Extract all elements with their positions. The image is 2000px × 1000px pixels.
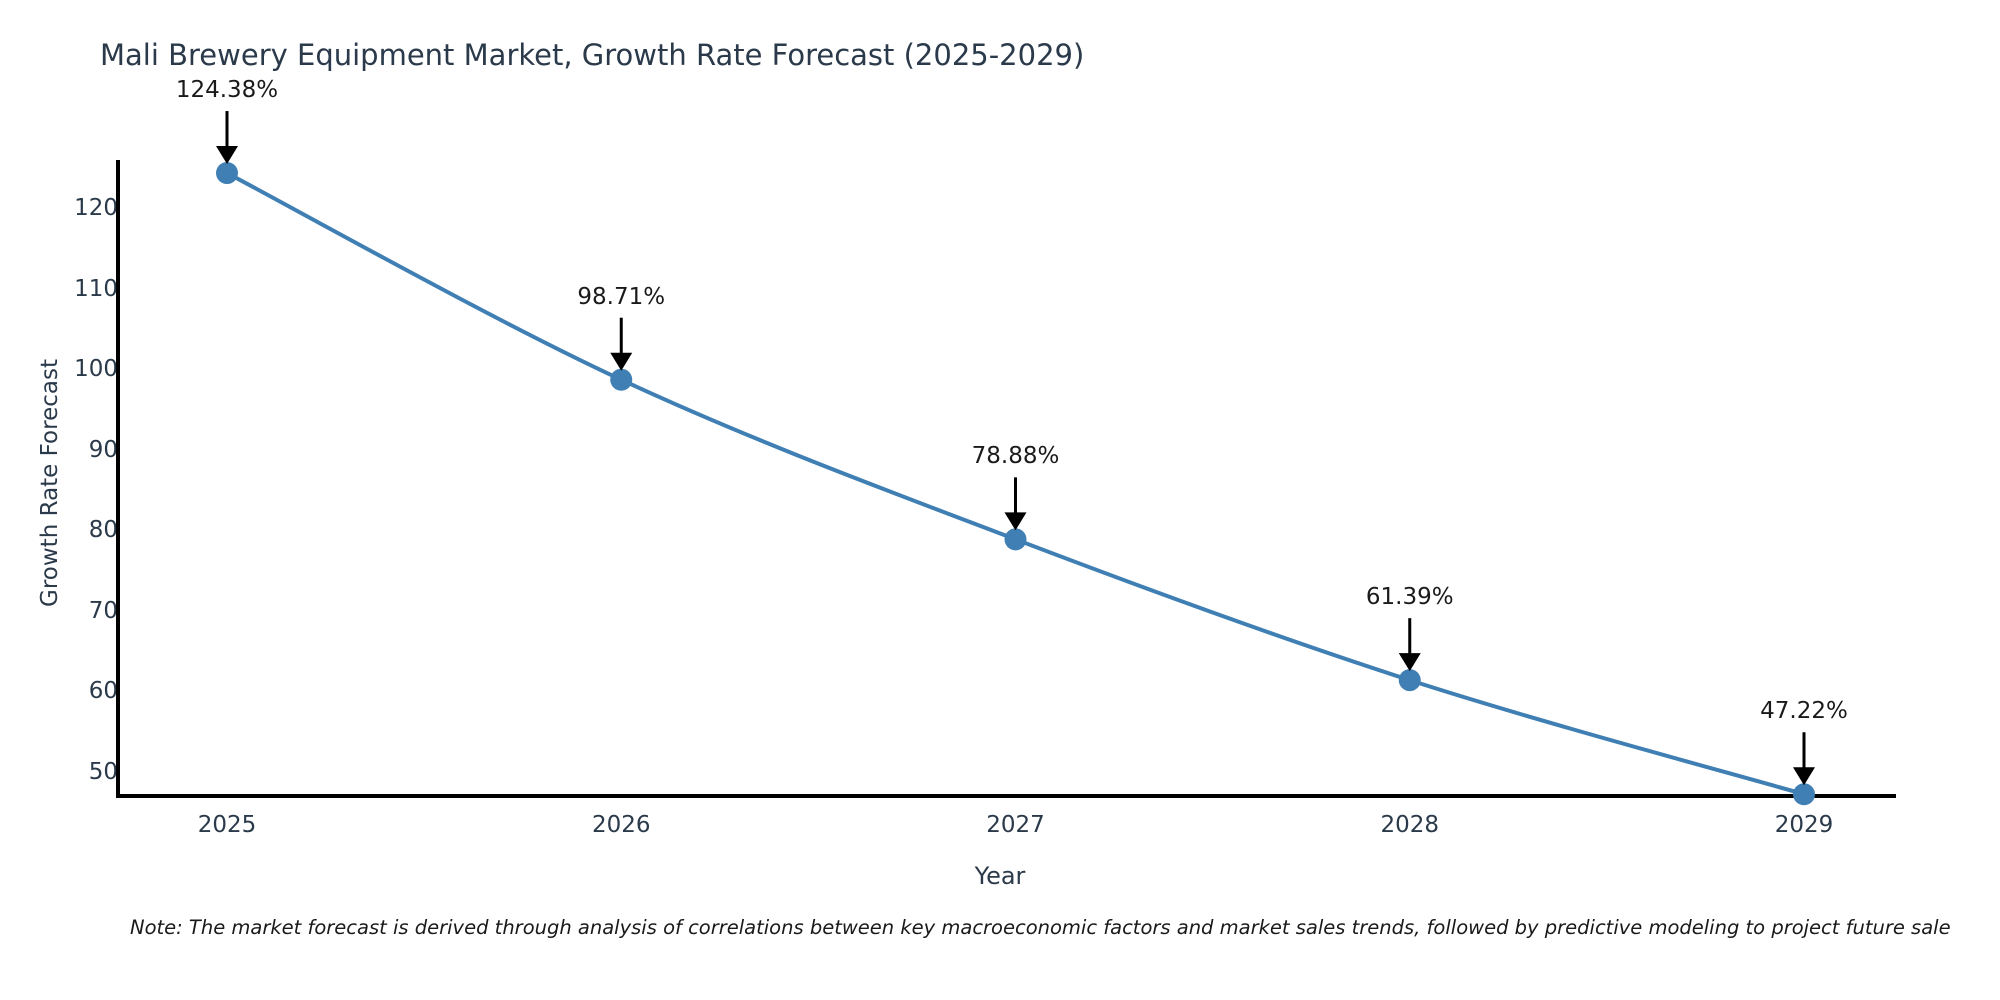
data-point-label: 61.39% bbox=[1365, 584, 1454, 611]
x-tick-label: 2026 bbox=[591, 812, 651, 838]
y-tick-label: 100 bbox=[74, 356, 118, 383]
annotation-arrow-head bbox=[1793, 767, 1815, 786]
chart-title: Mali Brewery Equipment Market, Growth Ra… bbox=[100, 38, 1085, 72]
data-point-label: 47.22% bbox=[1760, 698, 1848, 725]
y-tick-label: 50 bbox=[88, 758, 118, 785]
data-point-label: 78.88% bbox=[971, 443, 1060, 470]
y-tick-label: 120 bbox=[74, 195, 118, 222]
x-axis-label-text: Year bbox=[974, 862, 1026, 890]
annotation-arrow-head bbox=[1004, 512, 1027, 531]
x-tick-label: 2027 bbox=[986, 812, 1045, 838]
y-tick-label: 110 bbox=[74, 275, 118, 302]
annotation-arrow-head bbox=[610, 352, 633, 371]
x-axis-label: Year bbox=[0, 862, 2000, 890]
y-tick-label: 80 bbox=[88, 517, 118, 544]
annotation-arrow-head bbox=[1398, 653, 1421, 672]
data-point-marker[interactable] bbox=[216, 162, 238, 185]
data-point-marker[interactable] bbox=[1793, 783, 1815, 806]
x-tick-label: 2029 bbox=[1774, 812, 1834, 838]
data-point-marker[interactable] bbox=[1398, 669, 1421, 692]
y-tick-label: 90 bbox=[88, 436, 118, 463]
x-tick-label: 2028 bbox=[1380, 812, 1440, 838]
y-axis-ticks: 50 60 70 80 90 100 110 120 bbox=[0, 0, 118, 1000]
data-point-markers bbox=[216, 162, 1815, 806]
annotation-arrows bbox=[216, 111, 1815, 786]
chart-footnote: Note: The market forecast is derived thr… bbox=[130, 916, 1951, 939]
y-tick-label: 70 bbox=[88, 597, 118, 624]
x-tick-label: 2025 bbox=[197, 812, 257, 838]
data-point-label: 98.71% bbox=[577, 283, 666, 310]
annotation-arrow-head bbox=[216, 146, 238, 165]
data-point-label: 124.38% bbox=[175, 77, 279, 104]
data-point-marker[interactable] bbox=[1004, 528, 1027, 551]
y-tick-label: 60 bbox=[88, 678, 118, 705]
data-point-marker[interactable] bbox=[610, 368, 633, 391]
